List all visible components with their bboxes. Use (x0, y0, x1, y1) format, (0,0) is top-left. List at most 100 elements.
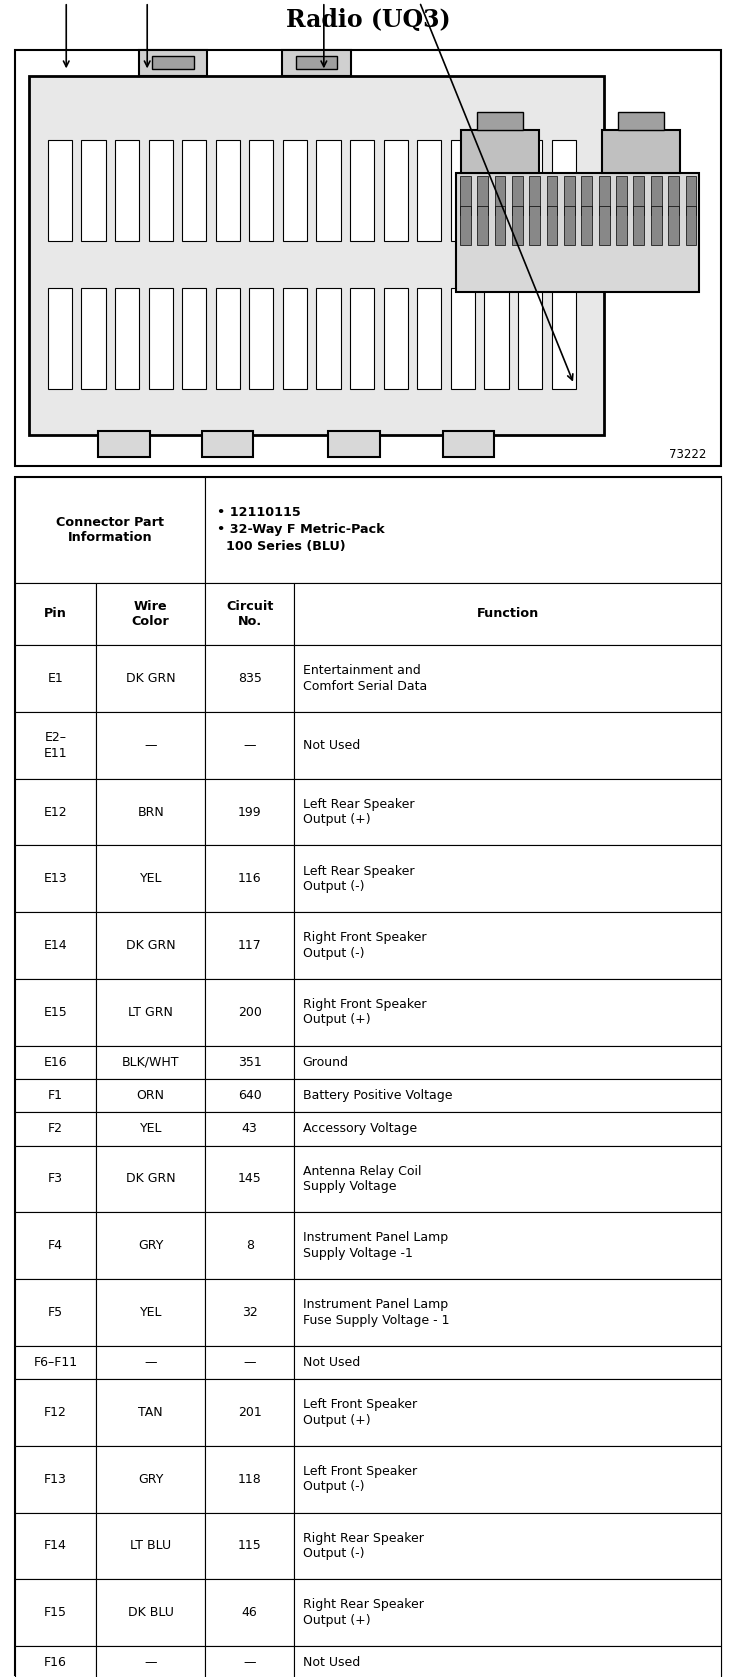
Text: F3: F3 (48, 1172, 63, 1186)
Bar (484, 141, 509, 241)
Bar (96, 1378, 205, 1446)
Bar (96, 845, 205, 912)
Bar (205, 1145, 294, 1212)
Bar (294, 582, 721, 646)
Text: DK BLU: DK BLU (128, 1607, 174, 1620)
Text: Left Rear Speaker
Output (-): Left Rear Speaker Output (-) (302, 865, 414, 892)
Text: Instrument Panel Lamp
Fuse Supply Voltage - 1: Instrument Panel Lamp Fuse Supply Voltag… (302, 1298, 449, 1327)
Text: —: — (244, 740, 256, 751)
Text: Wire
Color: Wire Color (132, 600, 169, 629)
Text: • 12110115
• 32-Way F Metric-Pack
  100 Series (BLU): • 12110115 • 32-Way F Metric-Pack 100 Se… (216, 506, 384, 553)
Bar (294, 713, 721, 778)
Text: F12: F12 (44, 1405, 67, 1419)
Bar (294, 1446, 721, 1513)
Bar (29, 75, 604, 436)
Bar (383, 141, 408, 241)
Bar (205, 1112, 294, 1145)
Bar (15, 1446, 96, 1513)
Bar (634, 176, 644, 215)
Bar (294, 1647, 721, 1677)
Bar (15, 845, 96, 912)
Bar (599, 176, 609, 215)
Text: Radio (UQ3): Radio (UQ3) (286, 8, 450, 32)
Bar (518, 141, 542, 241)
Bar (205, 1078, 294, 1112)
Bar (48, 141, 72, 241)
Bar (96, 912, 205, 979)
Text: F4: F4 (48, 1239, 63, 1253)
Bar (294, 1580, 721, 1647)
Bar (460, 176, 471, 215)
Bar (417, 141, 442, 241)
Text: 115: 115 (238, 1539, 261, 1553)
Bar (294, 1145, 721, 1212)
Bar (602, 129, 680, 173)
Bar (48, 288, 72, 389)
Bar (115, 288, 139, 389)
Bar (15, 1347, 96, 1378)
Bar (250, 141, 274, 241)
Bar (294, 1078, 721, 1112)
Bar (15, 979, 96, 1045)
Text: 199: 199 (238, 805, 261, 818)
Text: Connector Part
Information: Connector Part Information (56, 515, 164, 543)
Bar (443, 431, 495, 458)
Bar (15, 1378, 96, 1446)
Bar (450, 141, 475, 241)
Text: F6–F11: F6–F11 (33, 1357, 77, 1368)
Text: Right Rear Speaker
Output (-): Right Rear Speaker Output (-) (302, 1531, 423, 1560)
Bar (461, 129, 539, 173)
Text: 73222: 73222 (669, 448, 707, 461)
Bar (96, 1145, 205, 1212)
Bar (316, 288, 341, 389)
Text: F15: F15 (44, 1607, 67, 1620)
Bar (96, 1280, 205, 1347)
Bar (182, 141, 206, 241)
Text: E14: E14 (43, 939, 67, 953)
Bar (138, 50, 208, 75)
Text: 200: 200 (238, 1006, 261, 1018)
Bar (15, 582, 96, 646)
Bar (205, 1580, 294, 1647)
Bar (616, 176, 627, 215)
Bar (484, 288, 509, 389)
Bar (477, 112, 523, 129)
Bar (294, 778, 721, 845)
Text: YEL: YEL (140, 1122, 162, 1135)
Bar (96, 582, 205, 646)
Text: Left Front Speaker
Output (-): Left Front Speaker Output (-) (302, 1466, 417, 1494)
Text: E15: E15 (43, 1006, 67, 1018)
Text: 351: 351 (238, 1057, 261, 1068)
Bar (205, 646, 294, 713)
Bar (581, 176, 592, 215)
Text: 640: 640 (238, 1088, 261, 1102)
Bar (205, 1045, 294, 1078)
Bar (547, 206, 557, 245)
Bar (616, 206, 627, 245)
Text: F14: F14 (44, 1539, 67, 1553)
Bar (15, 1513, 96, 1580)
Text: Antenna Relay Coil
Supply Voltage: Antenna Relay Coil Supply Voltage (302, 1166, 421, 1194)
Text: BRN: BRN (138, 805, 164, 818)
Bar (205, 1212, 294, 1280)
Bar (294, 1212, 721, 1280)
Bar (512, 176, 523, 215)
Text: Pin: Pin (44, 607, 67, 620)
Text: 116: 116 (238, 872, 261, 885)
Bar (518, 288, 542, 389)
Bar (512, 206, 523, 245)
Bar (15, 1580, 96, 1647)
Text: Right Rear Speaker
Output (+): Right Rear Speaker Output (+) (302, 1598, 423, 1627)
Bar (96, 1580, 205, 1647)
Bar (668, 176, 679, 215)
Bar (316, 141, 341, 241)
Text: 118: 118 (238, 1472, 261, 1486)
Text: Function: Function (476, 607, 539, 620)
Text: F1: F1 (48, 1088, 63, 1102)
Bar (350, 288, 374, 389)
Bar (15, 778, 96, 845)
Text: —: — (244, 1357, 256, 1368)
Text: F2: F2 (48, 1122, 63, 1135)
Bar (529, 206, 540, 245)
Bar (294, 845, 721, 912)
